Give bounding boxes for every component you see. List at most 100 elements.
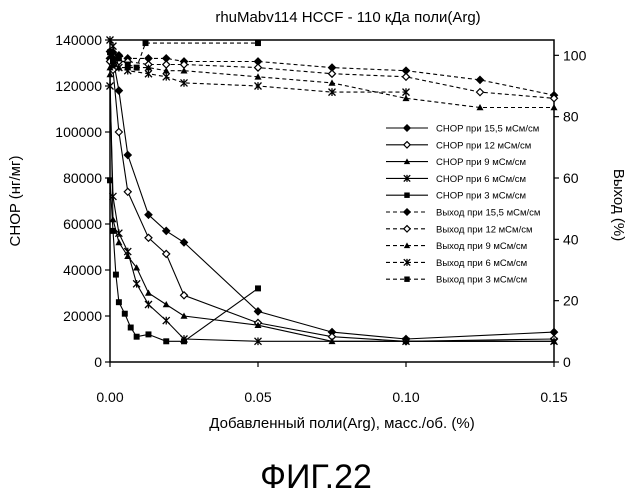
legend-marker <box>404 192 410 198</box>
data-point <box>123 66 132 75</box>
data-point <box>180 78 188 87</box>
data-point <box>163 338 170 345</box>
y-axis-right: 0 20 40 60 80 100 <box>554 47 587 370</box>
data-point <box>181 338 187 345</box>
data-point <box>144 289 152 296</box>
data-point <box>402 88 410 97</box>
data-point <box>162 316 171 325</box>
data-point <box>549 93 559 103</box>
data-point <box>114 63 123 72</box>
x-tick-label: 0.05 <box>244 389 271 405</box>
y2-tick-label: 100 <box>563 47 587 63</box>
data-point <box>255 285 261 292</box>
data-point <box>162 67 170 74</box>
data-point <box>115 299 122 306</box>
legend-item: CHOP при 12 мСм/см <box>386 140 531 151</box>
data-point <box>114 229 123 238</box>
data-point <box>144 64 152 71</box>
data-point <box>475 87 485 97</box>
legend-marker <box>403 158 411 165</box>
data-point <box>144 69 153 78</box>
legend-marker <box>403 174 411 183</box>
legend-label: Выход при 12 мСм/см <box>436 224 533 235</box>
data-point <box>106 71 114 78</box>
y2-tick-label: 0 <box>563 354 571 370</box>
data-point <box>123 150 133 160</box>
data-point <box>402 337 410 346</box>
legend: CHOP при 15,5 мСм/см CHOP при 12 мСм/см CH… <box>386 124 540 286</box>
legend-label: CHOP при 6 мСм/см <box>436 174 526 185</box>
y-tick-label: 120000 <box>55 78 102 94</box>
data-point <box>254 82 262 90</box>
data-point <box>180 67 188 74</box>
data-point <box>112 271 119 278</box>
data-point <box>327 69 337 79</box>
data-point <box>109 58 116 65</box>
legend-marker <box>404 276 410 282</box>
data-point <box>145 331 152 338</box>
data-point <box>476 103 484 111</box>
x-axis-label: Добавленный поли(Arg), масс./об. (%) <box>209 415 474 432</box>
data-point <box>254 337 262 346</box>
data-point <box>254 321 262 328</box>
y-tick-label: 0 <box>94 354 102 370</box>
data-point <box>254 73 262 80</box>
y-tick-label: 100000 <box>55 124 102 140</box>
y2-tick-label: 20 <box>563 293 579 309</box>
data-point <box>475 75 485 85</box>
series-5 <box>107 177 261 345</box>
data-point <box>144 300 153 309</box>
data-point <box>124 61 131 68</box>
data-point <box>253 307 263 316</box>
data-point <box>253 63 263 72</box>
legend-label: Выход при 15,5 мСм/см <box>436 208 540 219</box>
x-axis: 0.00 0.05 0.10 0.15 <box>96 362 568 405</box>
data-point <box>179 238 189 247</box>
data-point <box>180 312 188 319</box>
legend-label: Выход при 9 мСм/см <box>436 241 527 252</box>
legend-label: CHOP при 3 мСм/см <box>436 191 526 202</box>
data-point <box>328 79 336 86</box>
legend-item: CHOP при 3 мСм/см <box>386 191 526 202</box>
data-point <box>401 72 411 82</box>
data-point <box>255 40 261 47</box>
legend-item: CHOP при 9 мСм/см <box>386 157 526 168</box>
y2-tick-label: 40 <box>563 231 579 247</box>
legend-item: Выход при 6 мСм/см <box>386 258 527 269</box>
series-10 <box>107 40 261 71</box>
legend-item: Выход при 3 мСм/см <box>386 275 527 286</box>
x-tick-label: 0.10 <box>392 389 419 405</box>
data-point <box>114 86 124 95</box>
data-point <box>107 49 113 56</box>
data-point <box>161 226 171 236</box>
data-point <box>121 310 128 317</box>
data-point <box>550 337 558 346</box>
data-point <box>328 88 336 97</box>
data-point <box>162 301 170 308</box>
legend-marker <box>403 242 411 249</box>
data-point <box>132 279 141 288</box>
y2-tick-label: 80 <box>563 109 579 125</box>
legend-item: Выход при 9 мСм/см <box>386 241 527 252</box>
data-point <box>144 233 153 243</box>
data-point <box>142 40 149 47</box>
data-point <box>161 249 171 259</box>
series-layer <box>105 36 559 346</box>
y-tick-label: 40000 <box>63 262 102 278</box>
data-point <box>144 210 153 220</box>
data-point <box>115 55 122 62</box>
legend-marker <box>402 140 412 149</box>
y-axis-left: 0 20000 40000 60000 80000 100000 120000 140000 <box>55 32 110 370</box>
plot-frame <box>109 39 555 363</box>
data-point <box>107 177 113 184</box>
data-point <box>123 247 132 256</box>
y-tick-label: 80000 <box>63 170 102 186</box>
legend-marker <box>403 258 411 267</box>
legend-label: CHOP при 12 мСм/см <box>436 140 531 151</box>
data-point <box>109 215 117 223</box>
legend-label: Выход при 3 мСм/см <box>436 275 527 286</box>
data-point <box>550 103 558 111</box>
data-point <box>115 238 123 246</box>
legend-item: CHOP при 6 мСм/см <box>386 174 526 185</box>
